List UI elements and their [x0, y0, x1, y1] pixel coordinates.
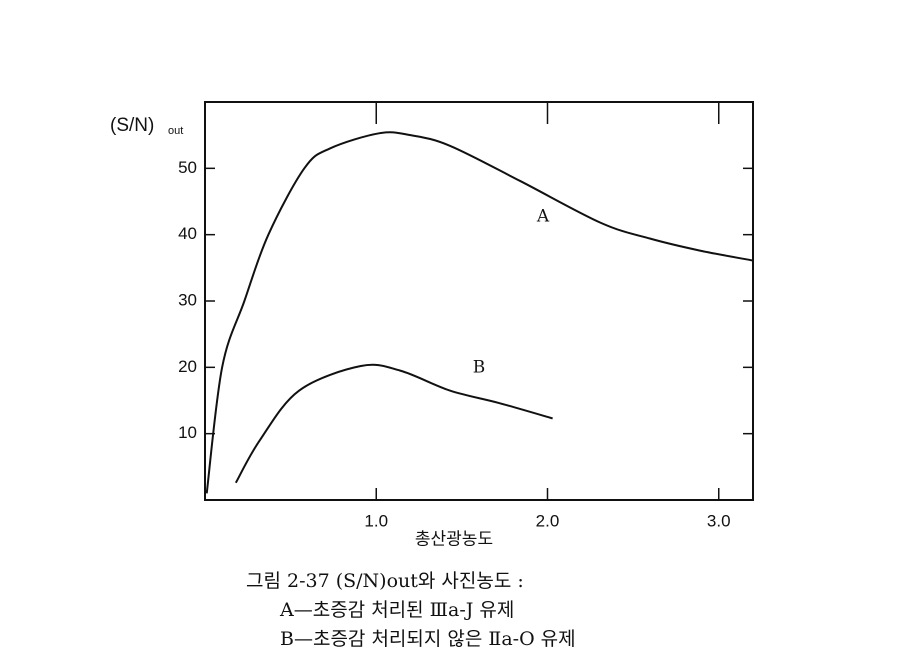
x-tick-label: 2.0 [536, 511, 560, 530]
y-tick-label: 50 [178, 158, 197, 177]
y-tick-label: 10 [178, 423, 197, 442]
y-tick-label: 30 [178, 290, 197, 309]
curve-label-b: B [473, 358, 486, 378]
curve [234, 363, 553, 484]
caption-line: A—초증감 처리된 Ⅲa-J 유제 [279, 599, 514, 621]
plot-frame [204, 101, 754, 501]
x-tick-label: 1.0 [364, 511, 388, 530]
y-axis-label-sub: out [168, 125, 183, 137]
curve-label-a: A [536, 207, 550, 227]
caption-line: 그림 2-37 (S/N)out와 사진농도 : [246, 570, 524, 592]
y-tick-label: 40 [178, 224, 197, 243]
x-axis-label: 총산광농도 [415, 530, 493, 550]
curve [205, 131, 754, 494]
caption-line: B—초증감 처리되지 않은 Ⅱa-O 유제 [280, 628, 576, 650]
y-tick-label: 20 [178, 357, 197, 376]
y-axis-label: (S/N) [110, 115, 154, 136]
x-tick-label: 3.0 [707, 511, 731, 530]
